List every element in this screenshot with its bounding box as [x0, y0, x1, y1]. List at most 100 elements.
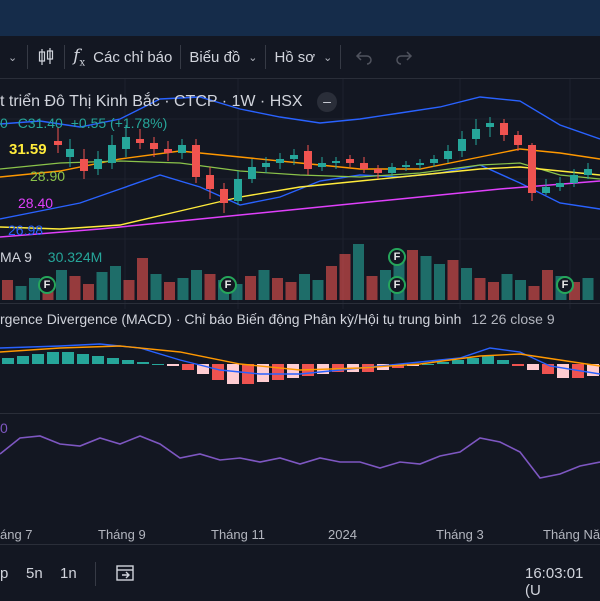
candle-body: [458, 139, 466, 151]
volume-bar: [542, 270, 553, 300]
candle-body: [416, 163, 424, 165]
macd-histogram-bar: [2, 358, 14, 364]
clock-timezone[interactable]: 16:03:01 (U: [525, 565, 584, 599]
volume-bar: [407, 250, 418, 300]
macd-histogram-bar: [122, 360, 134, 364]
indicators-button[interactable]: fx Các chỉ báo: [65, 36, 180, 78]
x-axis-label: Tháng 3: [436, 527, 484, 542]
earnings-badge[interactable]: F: [219, 276, 237, 294]
rsi-line: [0, 435, 600, 479]
macd-histogram-bar: [512, 364, 524, 366]
ohlc-legend: 0 C31.40 +0.55 (+1.78%): [0, 115, 167, 131]
macd-pane[interactable]: [0, 330, 600, 410]
volume-bar: [326, 266, 337, 300]
candle-body: [304, 151, 312, 169]
volume-bar: [501, 274, 513, 300]
toolbar-divider: [265, 45, 267, 69]
volume-bar: [474, 278, 486, 300]
volume-bar: [15, 286, 27, 300]
range-5n-button[interactable]: 5n: [26, 565, 43, 582]
symbol-title: t triển Đô Thị Kinh Bắc · CTCP · 1W · HS…: [0, 92, 338, 112]
chevron-down-icon: ⌄: [323, 51, 333, 64]
macd-histogram-bar: [152, 364, 164, 365]
macd-histogram: [2, 352, 599, 384]
volume-bar: [164, 282, 175, 300]
volume-bar: [339, 254, 351, 300]
candle-body: [472, 129, 480, 139]
macd-histogram-bar: [542, 364, 554, 374]
candle-body: [332, 161, 340, 163]
candle-style-button[interactable]: [28, 36, 64, 78]
undo-button[interactable]: [341, 36, 387, 78]
macd-histogram-bar: [197, 364, 209, 374]
candle-body: [192, 145, 200, 177]
candle-body: [570, 175, 578, 183]
candle-body: [122, 137, 130, 149]
bollinger-upper-value: 31.59: [9, 141, 47, 158]
price-pane[interactable]: [0, 79, 600, 309]
candle-body: [402, 165, 410, 167]
chart-type-button[interactable]: Biểu đồ ⌄: [181, 36, 265, 78]
earnings-badge[interactable]: F: [38, 276, 56, 294]
pane-divider[interactable]: [0, 303, 600, 304]
candle-body: [486, 123, 494, 127]
macd-histogram-bar: [527, 364, 539, 370]
volume-bar: [56, 270, 67, 300]
candle-body: [430, 159, 438, 163]
candle-body: [136, 139, 144, 143]
macd-histogram-bar: [332, 364, 344, 372]
range-button[interactable]: p: [0, 565, 9, 582]
volume-ma-value: 30.324M: [47, 249, 103, 265]
candle-body: [262, 163, 270, 167]
collapse-legend-button[interactable]: –: [317, 92, 338, 112]
volume-bar: [380, 270, 391, 300]
bollinger-lower-line: [0, 164, 600, 220]
indicators-label: Các chỉ báo: [93, 48, 173, 66]
candle-body: [108, 145, 116, 163]
candle-body: [164, 149, 172, 153]
volume-bar: [285, 282, 297, 300]
range-1n-button[interactable]: 1n: [60, 565, 77, 582]
redo-button[interactable]: [387, 36, 421, 78]
bottom-toolbar: p 5n 1n 16:03:01 (U: [0, 544, 600, 601]
volume-bar: [83, 284, 94, 300]
macd-histogram-bar: [557, 364, 569, 378]
macd-title: rgence Divergence (MACD) · Chỉ báo Biến …: [0, 311, 462, 327]
volume-bars: [2, 244, 594, 300]
toolbar-divider: [340, 45, 342, 69]
earnings-badge[interactable]: F: [556, 276, 574, 294]
volume-pane: [2, 244, 594, 300]
close-value: C31.40: [17, 115, 63, 131]
ma-a-value: 28.90: [30, 168, 66, 184]
x-axis-label: Tháng Nă: [543, 527, 600, 542]
candlestick-icon: [39, 48, 54, 65]
candle-body: [444, 151, 452, 159]
earnings-badge[interactable]: F: [388, 276, 406, 294]
goto-date-button[interactable]: [114, 563, 136, 587]
candle-body: [318, 163, 326, 167]
x-axis-label: 2024: [328, 527, 357, 542]
macd-histogram-bar: [452, 360, 464, 364]
volume-bar: [353, 244, 364, 300]
volume-bar: [29, 278, 40, 300]
profile-button[interactable]: Hồ sơ ⌄: [266, 36, 340, 78]
macd-histogram-bar: [242, 364, 254, 384]
candle-body: [542, 187, 550, 193]
candle-body: [528, 145, 536, 193]
toolbar-divider: [64, 45, 66, 69]
candle-body: [584, 169, 592, 175]
bollinger-upper-line: [0, 96, 600, 140]
rsi-pane[interactable]: [0, 414, 600, 526]
chart-toolbar: ⌄ fx Các chỉ báo Biểu đồ ⌄ Hồ sơ ⌄: [0, 36, 600, 79]
ma-b-value: 28.40: [18, 195, 54, 211]
candle-body: [178, 145, 186, 153]
earnings-badge[interactable]: F: [388, 248, 406, 266]
pane-divider[interactable]: [0, 413, 600, 414]
volume-bar: [110, 266, 121, 300]
volume-bar: [528, 286, 540, 300]
volume-bar: [488, 282, 499, 300]
grid: [0, 79, 600, 309]
interval-menu-button[interactable]: ⌄: [0, 36, 27, 78]
chevron-down-icon: ⌄: [248, 51, 258, 64]
volume-bar: [272, 278, 283, 300]
